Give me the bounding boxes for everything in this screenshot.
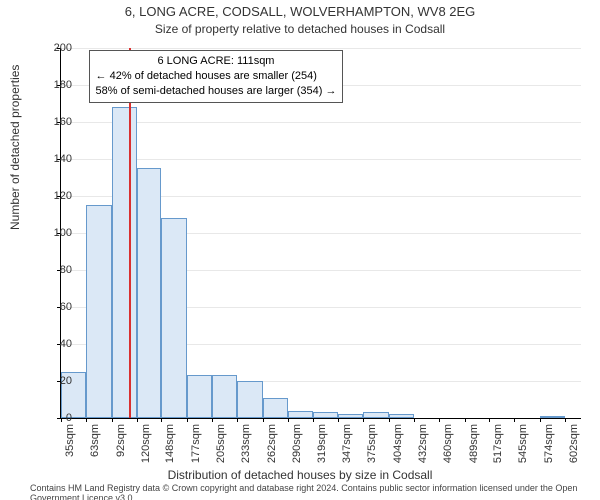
x-tick-label: 460sqm bbox=[442, 424, 454, 464]
y-tick-label: 40 bbox=[32, 338, 72, 350]
x-tick bbox=[187, 418, 188, 422]
x-tick-label: 489sqm bbox=[468, 424, 480, 464]
gridline bbox=[61, 159, 581, 160]
x-axis-label: Distribution of detached houses by size … bbox=[0, 468, 600, 482]
y-tick-label: 20 bbox=[32, 375, 72, 387]
histogram-bar bbox=[237, 381, 263, 418]
histogram-bar bbox=[112, 107, 137, 418]
x-tick-label: 205sqm bbox=[215, 424, 227, 464]
x-tick-label: 290sqm bbox=[291, 424, 303, 464]
x-tick-label: 545sqm bbox=[517, 424, 529, 464]
chart-footer: Contains HM Land Registry data © Crown c… bbox=[30, 484, 590, 500]
x-tick-label: 602sqm bbox=[568, 424, 580, 464]
chart-subtitle: Size of property relative to detached ho… bbox=[0, 22, 600, 36]
y-tick-label: 140 bbox=[32, 153, 72, 165]
x-tick bbox=[263, 418, 264, 422]
histogram-bar bbox=[313, 412, 338, 418]
histogram-bar bbox=[288, 411, 314, 418]
x-tick bbox=[514, 418, 515, 422]
x-tick-label: 92sqm bbox=[115, 424, 127, 464]
x-tick bbox=[161, 418, 162, 422]
x-tick bbox=[137, 418, 138, 422]
x-tick-label: 35sqm bbox=[64, 424, 76, 464]
x-tick bbox=[212, 418, 213, 422]
histogram-bar bbox=[338, 414, 363, 418]
annotation-box: 6 LONG ACRE: 111sqm← 42% of detached hou… bbox=[89, 50, 344, 103]
gridline bbox=[61, 48, 581, 49]
x-tick bbox=[313, 418, 314, 422]
annotation-line: ← 42% of detached houses are smaller (25… bbox=[96, 69, 337, 84]
x-tick bbox=[540, 418, 541, 422]
x-tick-label: 177sqm bbox=[190, 424, 202, 464]
reference-line bbox=[129, 48, 131, 418]
x-tick-label: 404sqm bbox=[392, 424, 404, 464]
x-tick-label: 319sqm bbox=[316, 424, 328, 464]
histogram-bar bbox=[161, 218, 187, 418]
x-tick bbox=[389, 418, 390, 422]
histogram-bar bbox=[363, 412, 389, 418]
chart-title: 6, LONG ACRE, CODSALL, WOLVERHAMPTON, WV… bbox=[0, 4, 600, 19]
x-tick-label: 63sqm bbox=[89, 424, 101, 464]
property-size-chart: 6, LONG ACRE, CODSALL, WOLVERHAMPTON, WV… bbox=[0, 0, 600, 500]
histogram-bar bbox=[212, 375, 237, 418]
x-tick-label: 375sqm bbox=[366, 424, 378, 464]
y-tick-label: 200 bbox=[32, 42, 72, 54]
histogram-bar bbox=[86, 205, 112, 418]
y-tick-label: 60 bbox=[32, 301, 72, 313]
x-tick-label: 347sqm bbox=[341, 424, 353, 464]
x-tick bbox=[465, 418, 466, 422]
x-tick bbox=[565, 418, 566, 422]
x-tick bbox=[86, 418, 87, 422]
y-tick-label: 80 bbox=[32, 264, 72, 276]
x-tick bbox=[338, 418, 339, 422]
gridline bbox=[61, 122, 581, 123]
histogram-bar bbox=[263, 398, 288, 418]
x-tick-label: 517sqm bbox=[492, 424, 504, 464]
x-tick bbox=[237, 418, 238, 422]
x-tick-label: 148sqm bbox=[164, 424, 176, 464]
x-tick bbox=[414, 418, 415, 422]
y-tick-label: 120 bbox=[32, 190, 72, 202]
histogram-bar bbox=[540, 416, 565, 418]
x-tick bbox=[112, 418, 113, 422]
histogram-bar bbox=[187, 375, 212, 418]
y-tick-label: 0 bbox=[32, 412, 72, 424]
x-tick bbox=[489, 418, 490, 422]
x-tick-label: 120sqm bbox=[140, 424, 152, 464]
x-tick bbox=[288, 418, 289, 422]
x-tick-label: 262sqm bbox=[266, 424, 278, 464]
annotation-line: 6 LONG ACRE: 111sqm bbox=[96, 54, 337, 69]
x-tick-label: 432sqm bbox=[417, 424, 429, 464]
histogram-bar bbox=[137, 168, 162, 418]
y-axis-label: Number of detached properties bbox=[8, 65, 22, 230]
y-tick-label: 160 bbox=[32, 116, 72, 128]
histogram-bar bbox=[389, 414, 414, 418]
x-tick bbox=[363, 418, 364, 422]
y-tick-label: 100 bbox=[32, 227, 72, 239]
plot-area: 6 LONG ACRE: 111sqm← 42% of detached hou… bbox=[60, 48, 581, 419]
x-tick bbox=[439, 418, 440, 422]
annotation-line: 58% of semi-detached houses are larger (… bbox=[96, 84, 337, 99]
x-tick-label: 574sqm bbox=[543, 424, 555, 464]
x-tick-label: 233sqm bbox=[240, 424, 252, 464]
y-tick-label: 180 bbox=[32, 79, 72, 91]
